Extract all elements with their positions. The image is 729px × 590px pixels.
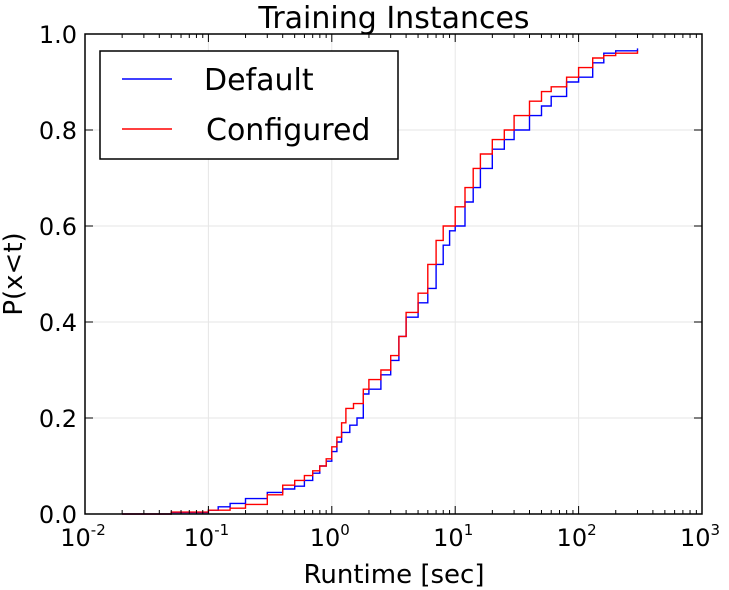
x-axis-title: Runtime [sec] xyxy=(304,560,485,590)
series-line-configured xyxy=(122,50,639,515)
y-tick-label: 0.4 xyxy=(39,309,77,337)
legend: Default Configured xyxy=(99,50,399,160)
x-tick-label: 101 xyxy=(433,521,473,552)
x-tick-label: 10-1 xyxy=(184,521,230,552)
y-tick-labels: 0.0 0.2 0.4 0.6 0.8 1.0 xyxy=(39,21,77,529)
x-tick-label: 100 xyxy=(310,521,350,552)
x-tick-label: 102 xyxy=(557,521,597,552)
x-tick-labels: 10-2 10-1 100 101 102 103 xyxy=(60,521,720,552)
series-layer xyxy=(122,48,639,515)
legend-label-default: Default xyxy=(204,63,314,98)
y-tick-label: 0.0 xyxy=(39,501,77,529)
y-axis-title: P(x<t) xyxy=(0,232,29,315)
legend-box xyxy=(99,50,399,160)
plot-border xyxy=(84,33,703,515)
x-tick-label: 10-2 xyxy=(60,521,106,552)
x-tick-label: 103 xyxy=(680,521,720,552)
y-tick-label: 1.0 xyxy=(39,21,77,49)
legend-label-configured: Configured xyxy=(206,113,370,148)
y-tick-label: 0.2 xyxy=(39,405,77,433)
y-tick-label: 0.6 xyxy=(39,213,77,241)
y-tick-label: 0.8 xyxy=(39,117,77,145)
chart-title: Training Instances xyxy=(257,1,529,36)
